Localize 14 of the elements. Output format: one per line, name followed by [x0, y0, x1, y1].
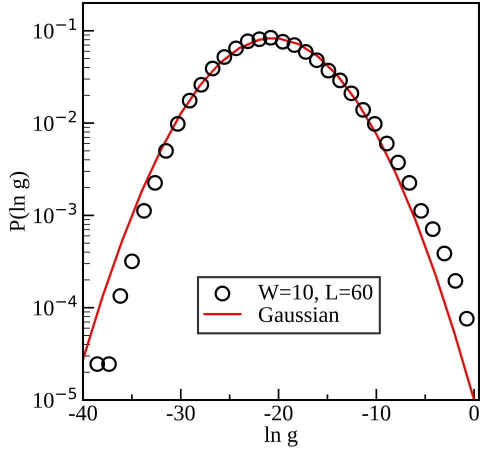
y-tick-label: 10$^{−4}$ — [34, 295, 77, 316]
x-tick-label: -20 — [264, 406, 293, 420]
x-tick-label: -10 — [362, 406, 390, 420]
legend-label: Gaussian — [258, 307, 340, 322]
x-tick-label: 0 — [469, 406, 479, 420]
y-tick-label: 10$^{−1}$ — [34, 18, 76, 39]
y-tick-label: 10$^{−3}$ — [34, 203, 76, 224]
y-tick-label: 10$^{−5}$ — [34, 388, 76, 408]
x-axis-title: ln g — [264, 426, 298, 447]
legend-label: W=10, L=60 — [258, 284, 372, 303]
x-tick-label: -30 — [166, 406, 195, 420]
x-tick-label: -40 — [69, 406, 97, 420]
y-axis-title: P(ln g) — [9, 172, 30, 232]
y-tick-label: 10$^{−2}$ — [34, 110, 76, 131]
